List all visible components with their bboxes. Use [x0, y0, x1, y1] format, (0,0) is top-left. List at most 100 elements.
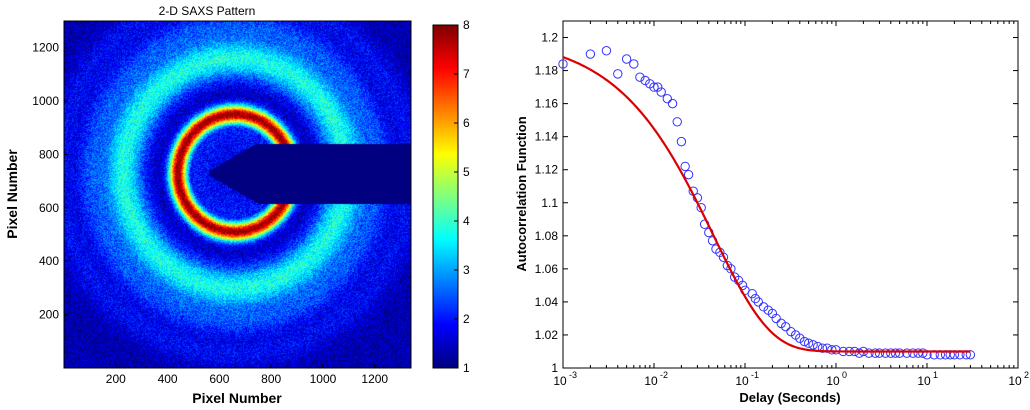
acf-data-point	[558, 59, 568, 69]
acf-data-point	[753, 297, 763, 307]
saxs-x-ticks: 200 400 600 800 1000 1200	[106, 364, 388, 386]
acf-data-point	[827, 345, 837, 355]
acf-data-point	[629, 59, 639, 69]
colorbar-tick-label: 5	[463, 165, 470, 179]
saxs-heatmap-image	[64, 21, 411, 368]
acf-x-tick-label: 10	[553, 374, 567, 388]
colorbar-tick-label: 3	[463, 263, 470, 277]
acf-data-point	[786, 326, 796, 337]
acf-y-tick-label: 1.04	[535, 295, 559, 309]
acf-data-series	[558, 46, 976, 360]
saxs-x-axis-label: Pixel Number	[192, 390, 282, 406]
saxs-chart: 2-D SAXS Pattern 200 400 600 800 1000 1200 20…	[4, 4, 470, 406]
acf-data-point	[662, 93, 672, 104]
saxs-x-tick-label: 1200	[361, 372, 388, 386]
acf-y-ticks: 1 1.02 1.04 1.06 1.08 1.1 1.12 1.14 1.16 1.18 1.2	[535, 31, 1018, 375]
acf-data-point	[902, 348, 912, 358]
acf-data-point	[817, 343, 828, 353]
acf-data-point	[649, 82, 659, 92]
acf-y-tick-label: 1.06	[535, 262, 559, 276]
acf-data-point	[799, 336, 810, 347]
saxs-axes-frame	[63, 20, 412, 369]
acf-data-point	[890, 348, 901, 358]
acf-data-point	[894, 348, 905, 358]
colorbar-tick-label: 8	[463, 18, 470, 32]
acf-data-point	[913, 348, 923, 358]
acf-data-point	[640, 75, 650, 86]
acf-x-tick-exponent: 1	[933, 370, 938, 380]
saxs-y-ticks: 200 400 600 800 1000 1200	[32, 41, 68, 322]
acf-x-axis-label: Delay (Seconds)	[739, 390, 840, 405]
acf-data-point	[874, 348, 885, 358]
colorbar-tick-label: 6	[463, 116, 470, 130]
saxs-y-tick-label: 200	[39, 308, 59, 322]
acf-data-point	[870, 348, 880, 358]
acf-data-point	[854, 348, 864, 358]
acf-axes-frame	[562, 20, 1019, 369]
acf-data-point	[918, 348, 928, 358]
saxs-y-tick-label: 800	[39, 147, 59, 161]
acf-data-point	[667, 98, 678, 109]
saxs-y-tick-label: 600	[39, 201, 59, 215]
acf-fit-line	[562, 56, 971, 353]
saxs-x-tick-label: 600	[209, 372, 229, 386]
acf-data-point	[908, 348, 918, 358]
saxs-y-tick-label: 1200	[32, 41, 59, 55]
acf-y-tick-label: 1.12	[535, 163, 559, 177]
acf-y-tick-label: 1.08	[535, 229, 559, 243]
colorbar-tick-label: 7	[463, 67, 470, 81]
acf-data-point	[672, 117, 682, 127]
acf-data-point	[656, 87, 666, 97]
acf-x-tick-exponent: -1	[751, 370, 759, 380]
acf-data-point	[718, 252, 729, 262]
colorbar-frame	[432, 24, 459, 369]
autocorrelation-chart: 10 -3 10 -2 10 -1 10 0 10 1 10 2 11.021.041.061.081…	[514, 20, 1029, 405]
acf-data-point	[676, 136, 687, 147]
acf-y-tick-label: 1	[551, 361, 558, 375]
acf-x-tick-exponent: 0	[842, 370, 847, 380]
colorbar-ticks: 1 2 3 4 5 6 7 8	[454, 18, 470, 375]
acf-y-tick-label: 1.1	[541, 196, 558, 210]
acf-data-point	[803, 338, 814, 348]
saxs-x-tick-label: 200	[106, 372, 126, 386]
acf-y-tick-label: 1.18	[535, 64, 559, 78]
acf-data-point	[683, 169, 694, 180]
saxs-y-tick-label: 400	[39, 254, 59, 268]
acf-data-point	[613, 69, 623, 79]
acf-x-tick-label: 10	[917, 374, 931, 388]
saxs-y-axis-label: Pixel Number	[4, 149, 20, 239]
saxs-title: 2-D SAXS Pattern	[159, 4, 256, 18]
acf-x-tick-exponent: -2	[660, 370, 668, 380]
saxs-x-tick-label: 400	[158, 372, 178, 386]
acf-y-tick-label: 1.16	[535, 97, 559, 111]
acf-data-point	[750, 293, 761, 304]
acf-x-tick-label: 10	[826, 374, 840, 388]
acf-x-tick-label: 10	[735, 374, 749, 388]
acf-data-point	[601, 46, 612, 56]
saxs-x-tick-label: 1000	[310, 372, 337, 386]
acf-data-point	[758, 302, 769, 312]
acf-x-tick-label: 10	[644, 374, 658, 388]
acf-data-point	[653, 82, 663, 92]
acf-data-point	[795, 333, 805, 343]
acf-y-tick-label: 1.2	[541, 31, 558, 45]
acf-x-ticks: 10 -3 10 -2 10 -1 10 0 10 1 10 2	[553, 21, 1029, 388]
acf-data-point	[680, 161, 690, 172]
acf-y-axis-label: Autocorrelation Function	[514, 116, 529, 271]
acf-data-point	[621, 54, 632, 64]
colorbar-tick-label: 4	[463, 214, 470, 228]
acf-data-point	[635, 72, 645, 82]
acf-y-tick-label: 1.02	[535, 328, 559, 342]
acf-x-tick-exponent: -3	[569, 370, 577, 380]
acf-y-tick-label: 1.14	[535, 130, 559, 144]
acf-data-point	[771, 313, 781, 324]
acf-data-point	[864, 348, 874, 358]
acf-data-point	[880, 348, 891, 358]
colorbar-tick-label: 1	[463, 361, 470, 375]
acf-x-tick-label: 10	[1008, 374, 1022, 388]
acf-data-point	[831, 345, 841, 355]
acf-data-point	[808, 340, 818, 350]
saxs-y-tick-label: 1000	[32, 94, 59, 108]
acf-data-point	[585, 49, 596, 59]
